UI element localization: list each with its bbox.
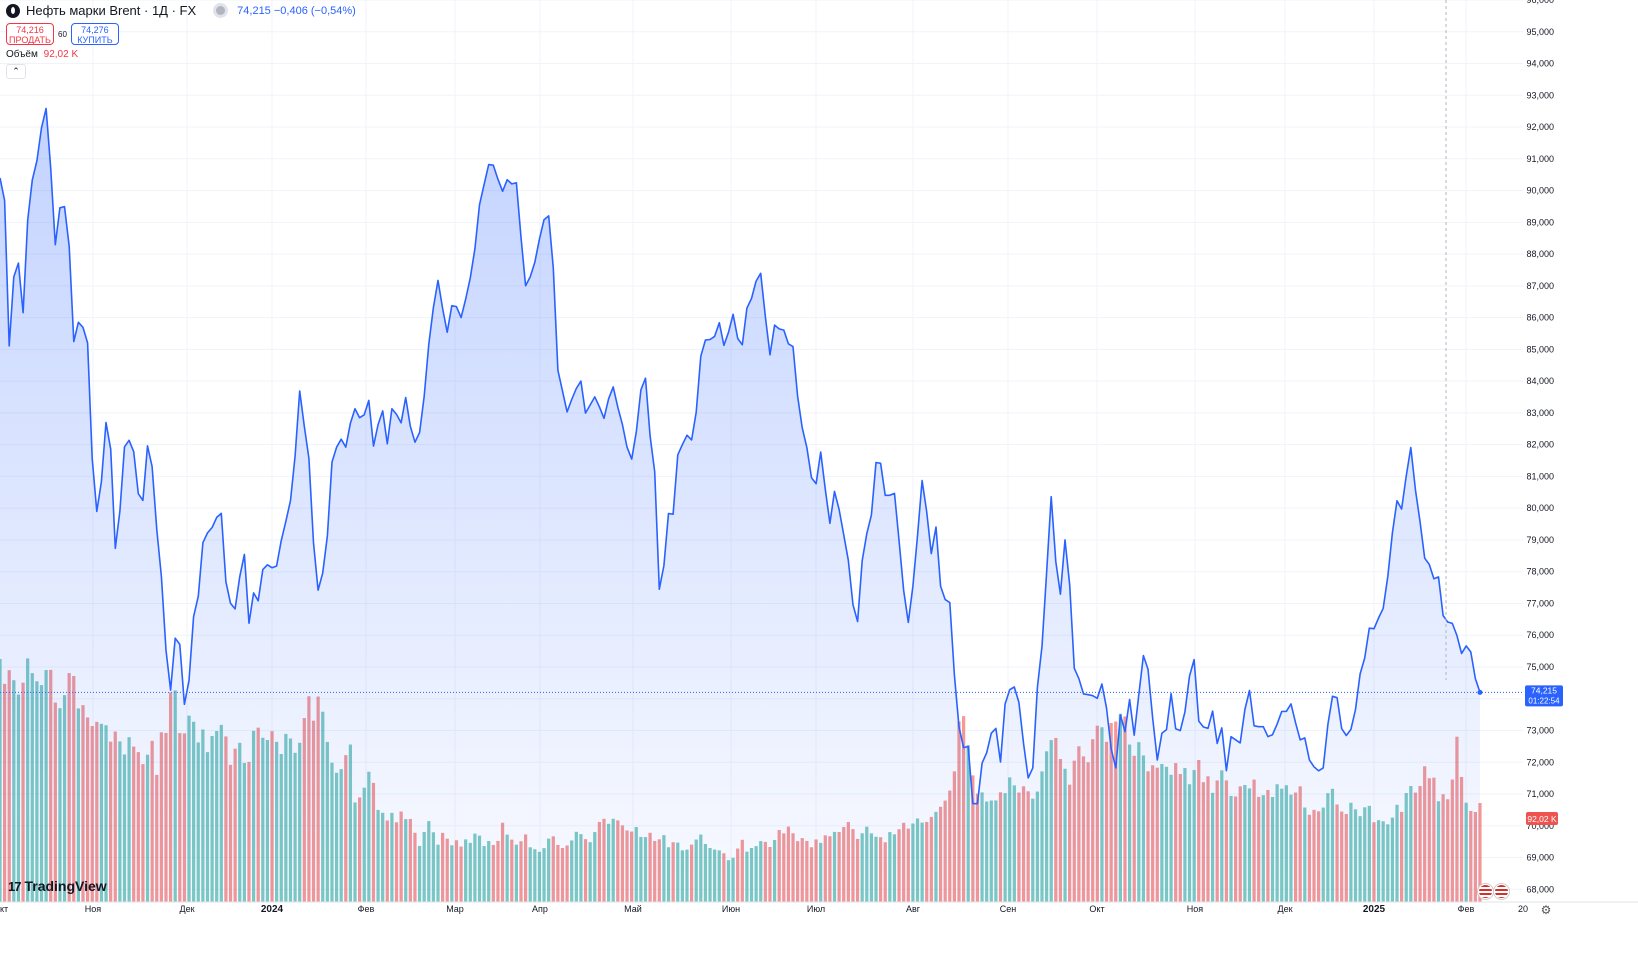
y-tick-label: 82,000 [1526,440,1554,450]
y-tick-label: 77,000 [1526,598,1554,608]
y-tick-label: 71,000 [1526,789,1554,799]
volume-legend[interactable]: Объём 92,02 K [6,49,78,60]
gear-icon[interactable]: ⚙ [1540,903,1552,917]
y-tick-label: 84,000 [1526,376,1554,386]
chevron-up-icon[interactable]: ⌃ [6,64,26,79]
y-tick-label: 85,000 [1526,344,1554,354]
x-tick-label: Ноя [85,904,102,914]
y-tick-label: 92,000 [1526,122,1554,132]
x-tick-label: 2024 [261,904,284,915]
y-tick-label: 94,000 [1526,59,1554,69]
x-tick-label: Фев [358,904,375,914]
y-tick-label: 96,000 [1526,0,1554,5]
tv-logo-icon: 17 [8,878,22,894]
x-tick-label: 20 [1518,904,1528,914]
us-flag-icon[interactable] [1478,884,1493,899]
y-tick-label: 79,000 [1526,535,1554,545]
y-tick-label: 83,000 [1526,408,1554,418]
volume-label: Объём [6,49,38,60]
last-price-dot [1477,689,1483,695]
y-tick-label: 87,000 [1526,281,1554,291]
x-tick-label: Авг [906,904,921,914]
x-tick-label: 2025 [1363,904,1386,915]
x-tick-label: Дек [179,904,194,914]
last-price-badge [1525,685,1563,707]
x-tick-label: Сен [1000,904,1017,914]
buy-price: 74,276 [81,25,109,35]
x-tick-label: Фев [1458,904,1475,914]
y-tick-label: 86,000 [1526,313,1554,323]
y-tick-label: 81,000 [1526,471,1554,481]
sell-label: ПРОДАТЬ [9,35,51,45]
symbol-title[interactable]: Нефть марки Brent · 1Д · FX [26,3,197,18]
buy-label: КУПИТЬ [77,35,113,45]
x-tick-label: Май [624,904,642,914]
y-tick-label: 88,000 [1526,249,1554,259]
x-tick-label: Мар [446,904,464,914]
x-tick-label: Окт [1089,904,1104,914]
us-flag-icon[interactable] [1494,884,1509,899]
x-tick-label: Июн [722,904,740,914]
price-line[interactable] [0,107,1481,805]
trade-buttons: 74,216 ПРОДАТЬ 60 74,276 КУПИТЬ [6,23,119,45]
y-tick-label: 70,000 [1526,821,1554,831]
countdown-label: 01:22:54 [1528,696,1560,705]
price-area [0,108,1480,902]
last-volume-badge [1526,812,1558,825]
x-tick-label: кт [0,904,8,914]
sell-price: 74,216 [16,25,44,35]
y-tick-label: 95,000 [1526,27,1554,37]
sell-button[interactable]: 74,216 ПРОДАТЬ [6,23,54,45]
volume-value: 92,02 K [43,49,79,60]
spread: 60 [58,29,67,39]
y-tick-label: 76,000 [1526,630,1554,640]
x-tick-label: Ноя [1187,904,1204,914]
x-tick-label: Апр [532,904,548,914]
chart-header: Нефть марки Brent · 1Д · FX 74,215 −0,40… [6,3,356,18]
oil-drop-icon [6,3,20,18]
buy-button[interactable]: 74,276 КУПИТЬ [70,23,119,45]
y-tick-label: 89,000 [1526,217,1554,227]
y-tick-label: 73,000 [1526,725,1554,735]
last-price-label: 74,215 [1531,685,1557,695]
x-tick-label: Июл [807,904,825,914]
last-volume-label: 92,02 K [1527,814,1557,824]
y-tick-label: 93,000 [1526,90,1554,100]
y-tick-label: 78,000 [1526,567,1554,577]
y-tick-label: 80,000 [1526,503,1554,513]
y-tick-label: 75,000 [1526,662,1554,672]
y-tick-label: 90,000 [1526,186,1554,196]
tradingview-logo[interactable]: 17 TradingView [8,878,107,894]
y-tick-label: 72,000 [1526,757,1554,767]
logo-text: TradingView [24,878,107,894]
y-tick-label: 68,000 [1526,884,1554,894]
y-tick-label: 91,000 [1526,154,1554,164]
x-tick-label: Дек [1277,904,1292,914]
market-status-icon [216,6,226,15]
quote-values: 74,215 −0,406 (−0,54%) [237,4,356,17]
y-tick-label: 69,000 [1526,853,1554,863]
event-flags[interactable] [1478,884,1509,899]
